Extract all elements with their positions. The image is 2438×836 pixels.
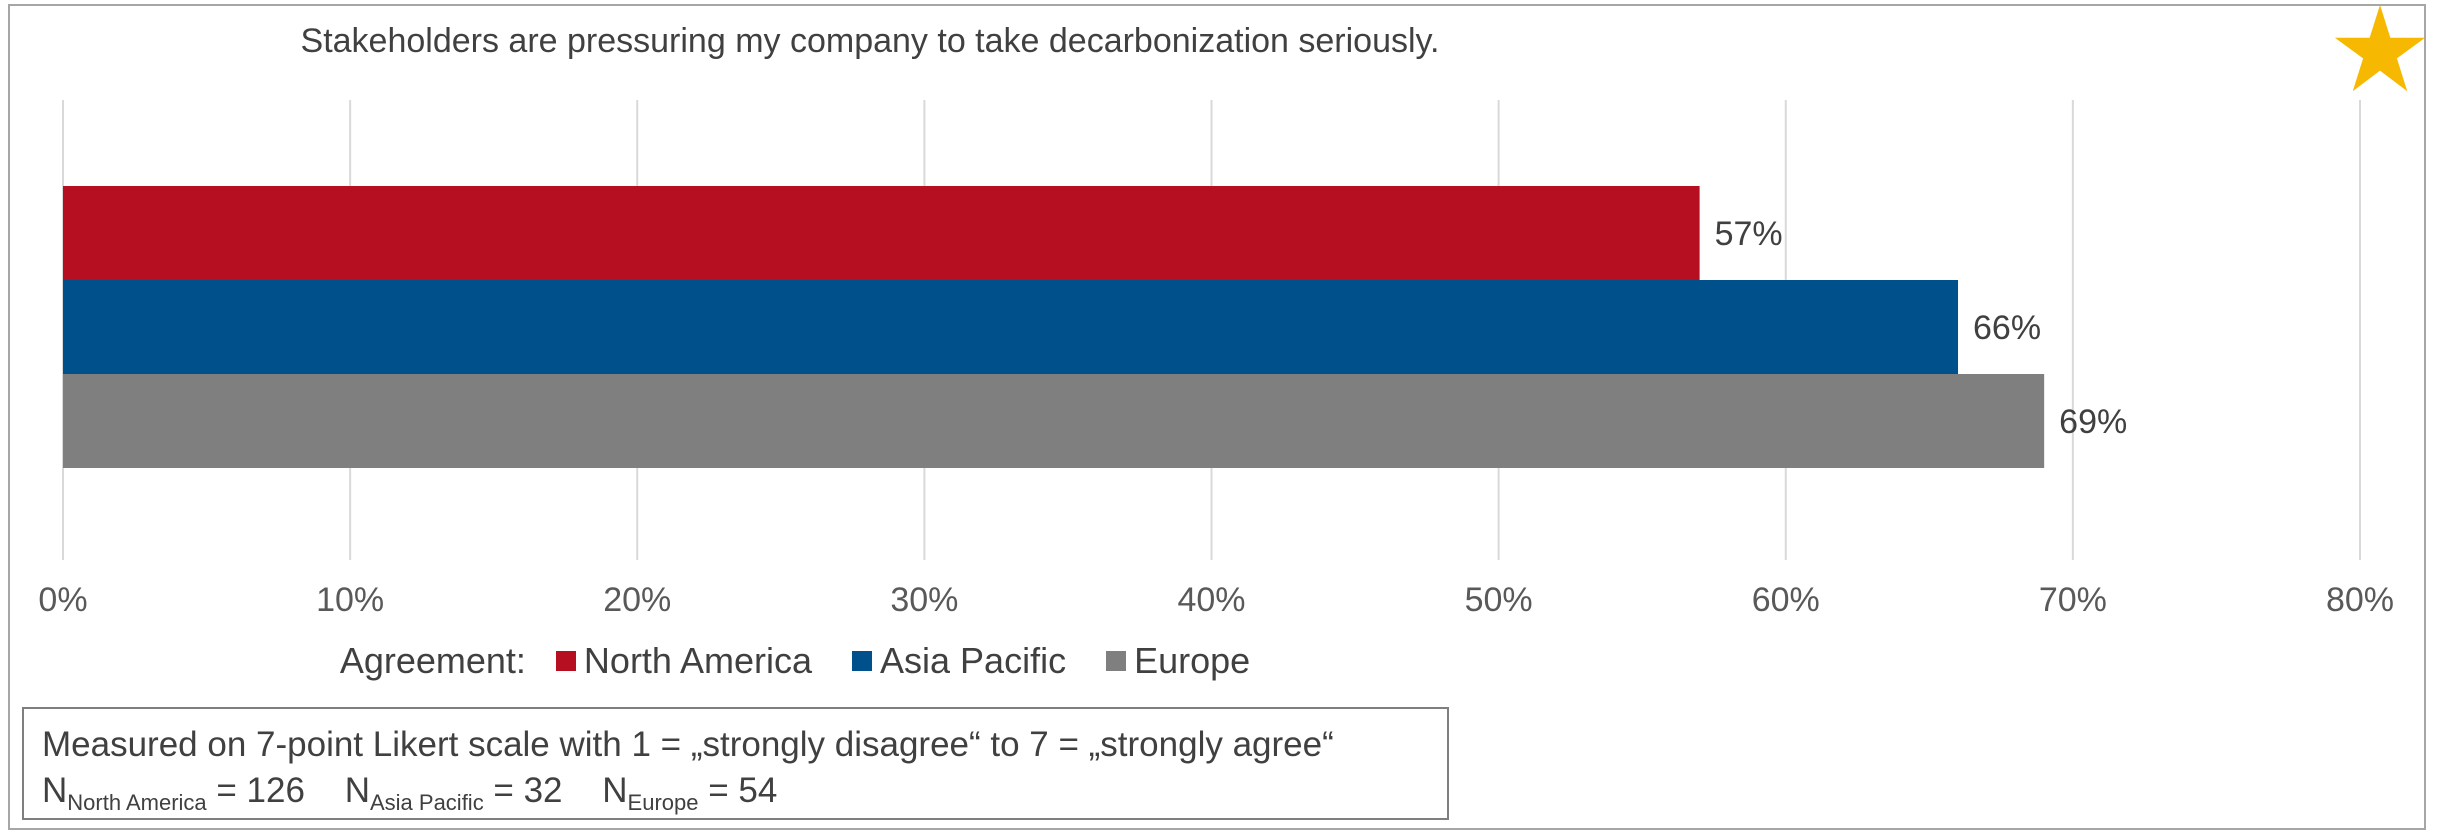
x-tick-label: 10%: [316, 581, 384, 619]
bar-asia-pacific: [63, 280, 1959, 374]
data-label-north-america: 57%: [1715, 215, 1783, 253]
x-tick-label: 30%: [890, 581, 958, 619]
legend-swatch-north-america: [555, 651, 576, 671]
data-label-europe: 69%: [2059, 403, 2127, 441]
legend-label-north-america: North America: [583, 640, 812, 681]
star-icon: [2334, 4, 2426, 92]
legend-item-europe: Europe: [1106, 640, 1250, 682]
bars: [63, 186, 2045, 468]
legend-item-asia-pacific: Asia Pacific: [852, 640, 1066, 682]
x-axis-ticks: 0% 10% 20% 30% 40% 50% 60% 70% 80%: [38, 581, 2394, 619]
legend: Agreement: North America Asia Pacific Eu…: [0, 640, 1590, 682]
bar-europe: [63, 374, 2045, 468]
data-labels: 57% 66% 69%: [1715, 215, 2128, 441]
x-tick-label: 0%: [38, 581, 87, 619]
x-tick-label: 70%: [2039, 581, 2107, 619]
data-label-asia-pacific: 66%: [1973, 309, 2041, 347]
note-sample-sizes: NNorth America = 126 NAsia Pacific = 32 …: [42, 768, 1429, 814]
sample-size-north-america: NNorth America = 126: [42, 771, 305, 815]
sample-note-box: Measured on 7-point Likert scale with 1 …: [22, 707, 1449, 820]
x-tick-label: 20%: [603, 581, 671, 619]
legend-item-north-america: North America: [555, 640, 812, 682]
chart-frame: [8, 4, 2426, 830]
x-tick-label: 50%: [1465, 581, 1533, 619]
x-tick-label: 80%: [2326, 581, 2394, 619]
legend-label-asia-pacific: Asia Pacific: [880, 640, 1067, 681]
sample-size-asia-pacific: NAsia Pacific = 32: [344, 771, 563, 815]
x-tick-label: 40%: [1177, 581, 1245, 619]
legend-title: Agreement:: [339, 640, 526, 681]
chart-title: Stakeholders are pressuring my company t…: [300, 22, 1440, 60]
legend-swatch-europe: [1106, 651, 1127, 671]
bar-north-america: [63, 186, 1700, 280]
legend-swatch-asia-pacific: [852, 651, 872, 671]
note-scale-text: Measured on 7-point Likert scale with 1 …: [42, 725, 1334, 764]
x-tick-label: 60%: [1752, 581, 1820, 619]
legend-label-europe: Europe: [1134, 640, 1251, 681]
sample-size-europe: NEurope = 54: [602, 771, 778, 815]
